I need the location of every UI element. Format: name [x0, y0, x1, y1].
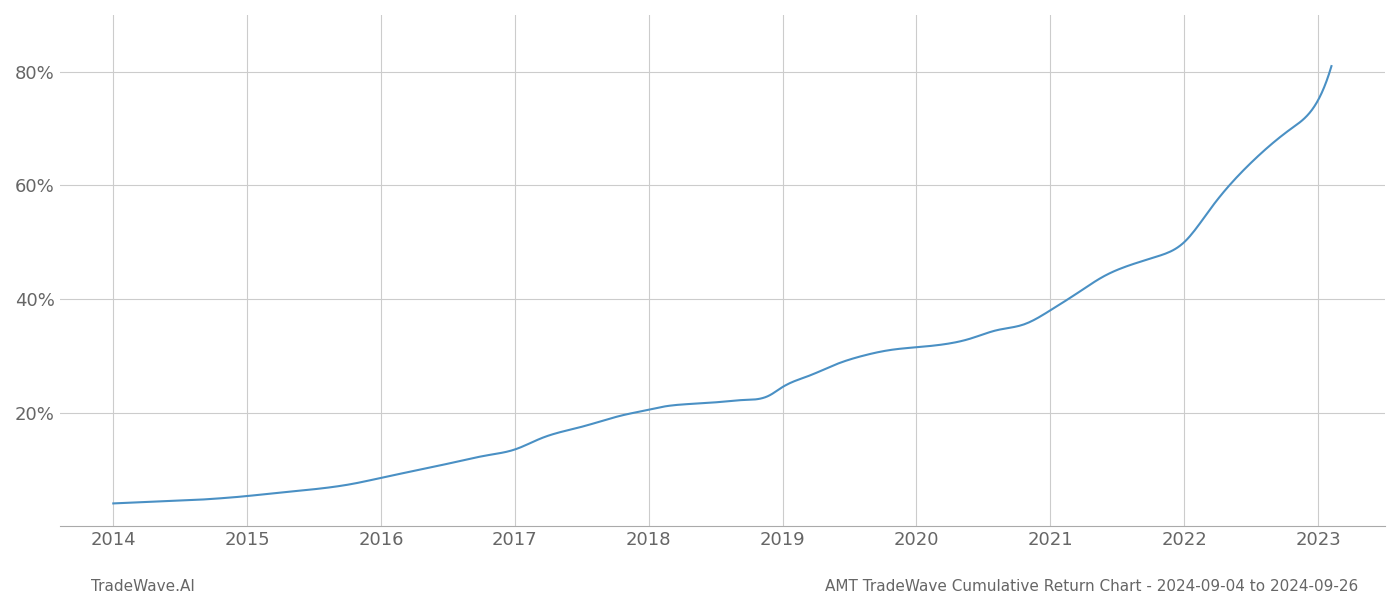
Text: AMT TradeWave Cumulative Return Chart - 2024-09-04 to 2024-09-26: AMT TradeWave Cumulative Return Chart - …: [825, 579, 1358, 594]
Text: TradeWave.AI: TradeWave.AI: [91, 579, 195, 594]
